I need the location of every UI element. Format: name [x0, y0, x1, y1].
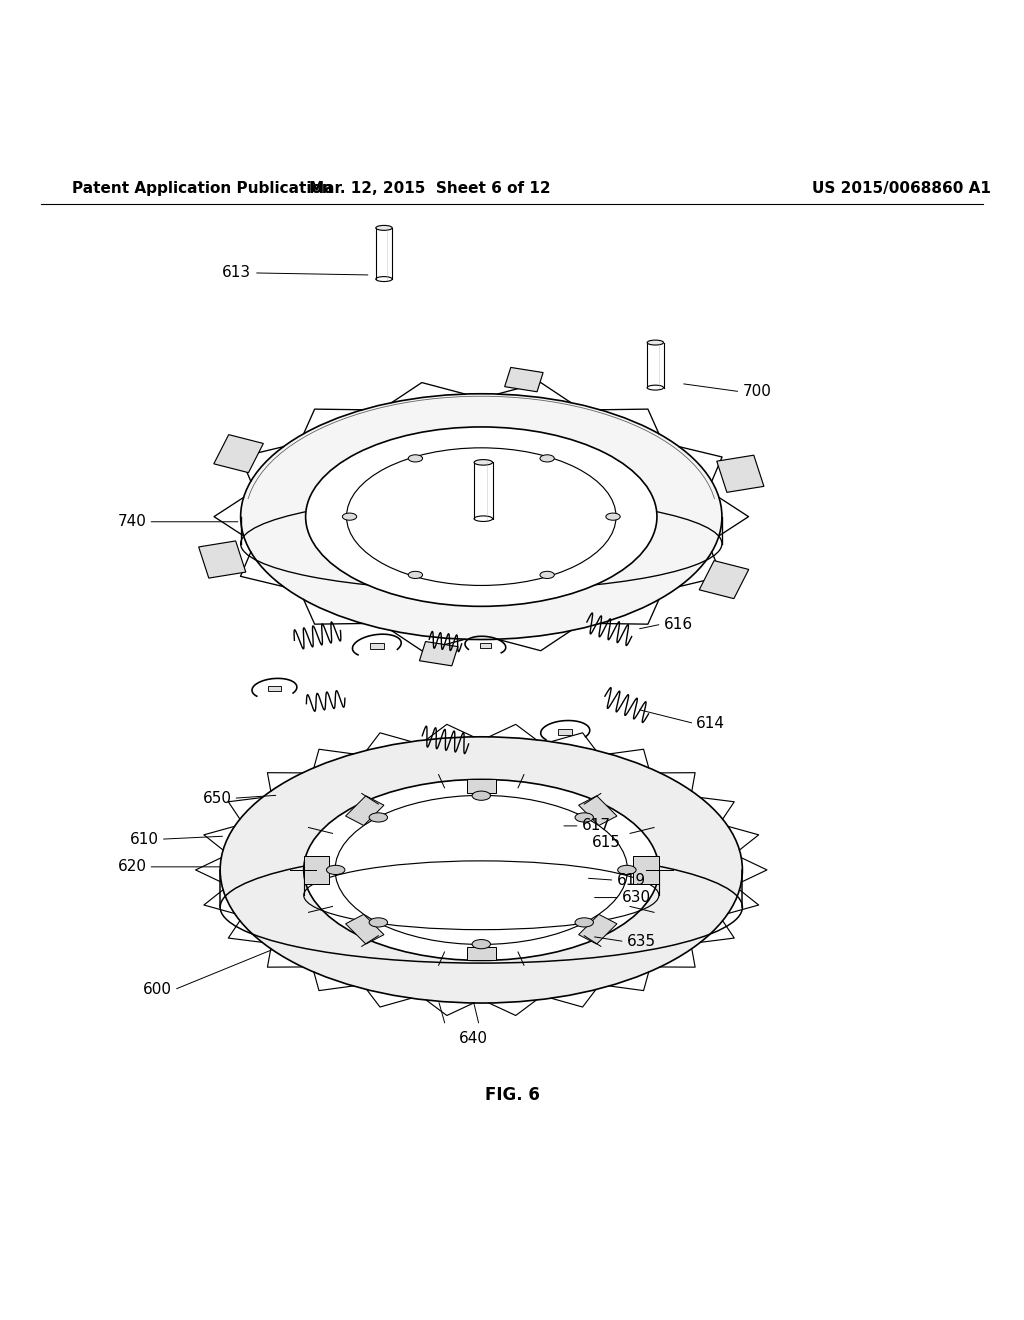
Ellipse shape [540, 455, 554, 462]
Text: 613: 613 [222, 265, 251, 280]
Polygon shape [345, 915, 384, 944]
Polygon shape [717, 455, 764, 492]
Ellipse shape [327, 866, 345, 875]
Polygon shape [199, 541, 246, 578]
Ellipse shape [305, 426, 657, 606]
Polygon shape [579, 915, 617, 944]
Polygon shape [699, 561, 749, 599]
Ellipse shape [575, 917, 594, 927]
Polygon shape [479, 643, 492, 648]
Text: 619: 619 [616, 873, 645, 887]
Ellipse shape [647, 341, 664, 345]
Ellipse shape [409, 572, 423, 578]
Polygon shape [505, 367, 543, 392]
Text: 630: 630 [622, 890, 650, 906]
Polygon shape [558, 729, 572, 735]
Polygon shape [467, 948, 496, 961]
Text: 700: 700 [742, 384, 771, 399]
Ellipse shape [369, 917, 387, 927]
Polygon shape [268, 686, 281, 692]
Polygon shape [345, 796, 384, 825]
Ellipse shape [241, 393, 722, 639]
Text: 650: 650 [203, 791, 231, 805]
Ellipse shape [304, 779, 658, 961]
Text: US 2015/0068860 A1: US 2015/0068860 A1 [812, 181, 990, 197]
Polygon shape [467, 779, 496, 793]
Polygon shape [370, 643, 384, 648]
Polygon shape [214, 434, 263, 473]
Text: Patent Application Publication: Patent Application Publication [72, 181, 333, 197]
Ellipse shape [472, 791, 490, 800]
Ellipse shape [220, 737, 742, 1003]
Ellipse shape [617, 866, 636, 875]
Ellipse shape [540, 572, 554, 578]
Text: 615: 615 [592, 834, 621, 850]
Polygon shape [579, 796, 617, 825]
Ellipse shape [409, 455, 423, 462]
Text: 617: 617 [582, 818, 610, 833]
Text: FIG. 6: FIG. 6 [484, 1086, 540, 1105]
Polygon shape [420, 642, 458, 665]
Ellipse shape [606, 513, 621, 520]
Text: 740: 740 [118, 515, 146, 529]
Ellipse shape [575, 813, 594, 822]
Ellipse shape [369, 813, 387, 822]
Polygon shape [304, 855, 330, 884]
Ellipse shape [474, 459, 493, 465]
Polygon shape [633, 855, 658, 884]
Text: 610: 610 [130, 832, 159, 846]
Text: Mar. 12, 2015  Sheet 6 of 12: Mar. 12, 2015 Sheet 6 of 12 [309, 181, 551, 197]
Text: 620: 620 [118, 859, 146, 874]
Ellipse shape [342, 513, 356, 520]
Ellipse shape [472, 940, 490, 949]
Ellipse shape [376, 226, 392, 230]
Text: 616: 616 [664, 616, 692, 632]
Text: 600: 600 [143, 982, 172, 997]
Text: 635: 635 [627, 935, 655, 949]
Text: 614: 614 [696, 715, 725, 731]
Text: 640: 640 [459, 1031, 487, 1045]
